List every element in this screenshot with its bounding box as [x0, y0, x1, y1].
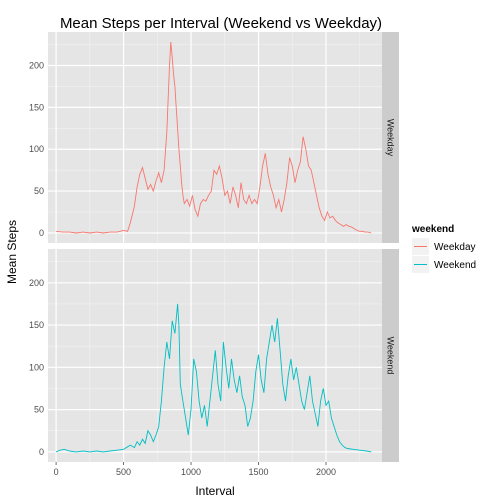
legend-label-weekday: Weekday: [434, 242, 476, 253]
y-tick-label: 0: [39, 447, 44, 457]
panel-weekend: 0 50 100 150 200 Weekend: [29, 249, 399, 462]
y-tick-label: 200: [29, 60, 44, 70]
facet-strip-label: Weekend: [386, 337, 396, 375]
facet-strip: [382, 249, 399, 462]
y-tick-label: 150: [29, 102, 44, 112]
panel-background: [48, 32, 382, 243]
y-tick-label: 100: [29, 362, 44, 372]
facet-strip: [382, 32, 399, 243]
y-tick-label: 50: [34, 186, 44, 196]
series-line-weekday: [56, 41, 372, 234]
legend-label-weekend: Weekend: [434, 260, 476, 271]
x-tick-label: 1000: [181, 467, 201, 477]
y-tick-label: 200: [29, 278, 44, 288]
y-tick-label: 100: [29, 144, 44, 154]
x-tick-label: 1500: [249, 467, 269, 477]
legend-entry-weekday: Weekday: [412, 238, 476, 255]
panel-weekday: 0 50 100 150 200 Weekday: [29, 32, 399, 243]
facet-strip-label: Weekday: [386, 119, 396, 157]
y-axis-title: Mean Steps: [5, 220, 19, 284]
x-axis-title: Interval: [195, 484, 234, 498]
x-tick-label: 2000: [316, 467, 336, 477]
x-axis: 0 500 1000 1500 2000: [54, 462, 336, 477]
legend-entry-weekend: Weekend: [412, 256, 476, 273]
y-tick-label: 0: [39, 228, 44, 238]
legend: weekend Weekday Weekend: [411, 224, 476, 273]
chart-title: Mean Steps per Interval (Weekend vs Week…: [60, 15, 382, 32]
legend-title: weekend: [411, 224, 454, 235]
series-line-weekend: [55, 303, 372, 453]
x-tick-label: 0: [54, 467, 59, 477]
y-tick-label: 50: [34, 405, 44, 415]
y-tick-label: 150: [29, 320, 44, 330]
x-tick-label: 500: [116, 467, 131, 477]
